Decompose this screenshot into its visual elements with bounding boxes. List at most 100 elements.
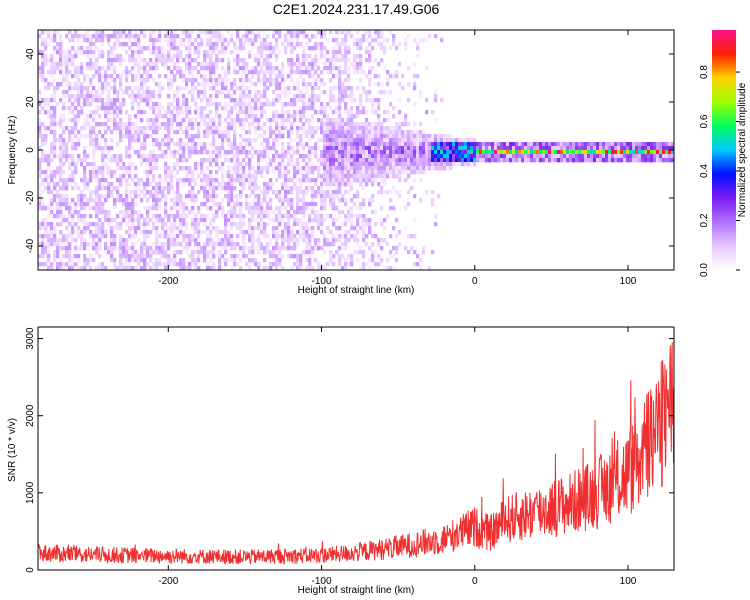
heatmap-cell xyxy=(188,34,192,39)
heatmap-cell xyxy=(320,186,324,191)
heatmap-cell xyxy=(47,102,51,107)
heatmap-cell xyxy=(341,58,345,63)
heatmap-cell xyxy=(89,142,93,147)
heatmap-cell xyxy=(155,226,159,231)
heatmap-cell xyxy=(338,110,342,115)
heatmap-cell xyxy=(512,146,516,151)
heatmap-cell xyxy=(182,78,186,83)
heatmap-cell xyxy=(98,194,102,199)
heatmap-cell xyxy=(212,158,216,163)
heatmap-cell xyxy=(398,146,402,151)
heatmap-cell xyxy=(134,42,138,47)
heatmap-cell xyxy=(116,110,120,115)
heatmap-cell xyxy=(371,134,375,139)
heatmap-cell xyxy=(341,242,345,247)
heatmap-cell xyxy=(290,206,294,211)
heatmap-cell xyxy=(371,194,375,199)
heatmap-cell xyxy=(215,146,219,151)
heatmap-cell xyxy=(89,258,93,263)
heatmap-cell xyxy=(98,254,102,259)
heatmap-cell xyxy=(242,162,246,167)
heatmap-cell xyxy=(305,174,309,179)
heatmap-cell xyxy=(365,178,369,183)
heatmap-cell xyxy=(233,138,237,143)
heatmap-cell xyxy=(305,238,309,243)
heatmap-cell xyxy=(302,94,306,99)
heatmap-cell xyxy=(179,242,183,247)
heatmap-cell xyxy=(320,182,324,187)
heatmap-cell xyxy=(221,46,225,51)
heatmap-cell xyxy=(197,70,201,75)
heatmap-cell xyxy=(326,138,330,143)
heatmap-cell xyxy=(104,186,108,191)
heatmap-cell xyxy=(206,38,210,43)
heatmap-cell xyxy=(164,214,168,219)
heatmap-cell xyxy=(128,230,132,235)
heatmap-cell xyxy=(389,142,393,147)
heatmap-cell xyxy=(194,58,198,63)
heatmap-cell xyxy=(224,262,228,267)
heatmap-cell xyxy=(41,234,45,239)
heatmap-cell xyxy=(50,110,54,115)
heatmap-cell xyxy=(179,206,183,211)
heatmap-cell xyxy=(434,138,438,143)
heatmap-cell xyxy=(38,186,42,191)
heatmap-cell xyxy=(158,206,162,211)
heatmap-cell xyxy=(212,266,216,270)
heatmap-cell xyxy=(254,54,258,59)
heatmap-cell xyxy=(215,186,219,191)
heatmap-cell xyxy=(89,242,93,247)
heatmap-cell xyxy=(215,54,219,59)
heatmap-cell xyxy=(104,166,108,171)
heatmap-cell xyxy=(44,186,48,191)
heatmap-cell xyxy=(167,214,171,219)
heatmap-cell xyxy=(494,150,498,155)
heatmap-cell xyxy=(236,62,240,67)
heatmap-cell xyxy=(293,234,297,239)
heatmap-cell xyxy=(449,142,453,147)
heatmap-cell xyxy=(263,110,267,115)
heatmap-cell xyxy=(254,186,258,191)
heatmap-cell xyxy=(77,78,81,83)
heatmap-cell xyxy=(155,182,159,187)
heatmap-cell xyxy=(47,234,51,239)
heatmap-cell xyxy=(263,210,267,215)
heatmap-cell xyxy=(158,218,162,223)
heatmap-cell xyxy=(257,162,261,167)
heatmap-cell xyxy=(113,46,117,51)
heatmap-cell xyxy=(284,126,288,131)
heatmap-cell xyxy=(107,218,111,223)
heatmap-cell xyxy=(50,234,54,239)
heatmap-cell xyxy=(221,58,225,63)
heatmap-cell xyxy=(221,150,225,155)
heatmap-cell xyxy=(110,182,114,187)
heatmap-cell xyxy=(68,130,72,135)
heatmap-cell xyxy=(275,134,279,139)
heatmap-cell xyxy=(614,154,618,159)
heatmap-cell xyxy=(248,150,252,155)
heatmap-cell xyxy=(416,254,420,259)
heatmap-cell xyxy=(329,242,333,247)
heatmap-cell xyxy=(236,86,240,91)
heatmap-cell xyxy=(272,130,276,135)
heatmap-cell xyxy=(143,142,147,147)
heatmap-cell xyxy=(506,154,510,159)
heatmap-cell xyxy=(509,150,513,155)
heatmap-cell xyxy=(176,186,180,191)
heatmap-cell xyxy=(542,146,546,151)
heatmap-cell xyxy=(356,142,360,147)
heatmap-cell xyxy=(206,158,210,163)
heatmap-cell xyxy=(227,142,231,147)
heatmap-cell xyxy=(92,242,96,247)
heatmap-cell xyxy=(59,206,63,211)
heatmap-cell xyxy=(119,198,123,203)
heatmap-cell xyxy=(284,170,288,175)
heatmap-cell xyxy=(539,142,543,147)
heatmap-cell xyxy=(317,42,321,47)
heatmap-cell xyxy=(368,70,372,75)
heatmap-cell xyxy=(410,162,414,167)
heatmap-cell xyxy=(632,158,636,163)
heatmap-cell xyxy=(344,70,348,75)
heatmap-cell xyxy=(47,82,51,87)
heatmap-cell xyxy=(203,82,207,87)
